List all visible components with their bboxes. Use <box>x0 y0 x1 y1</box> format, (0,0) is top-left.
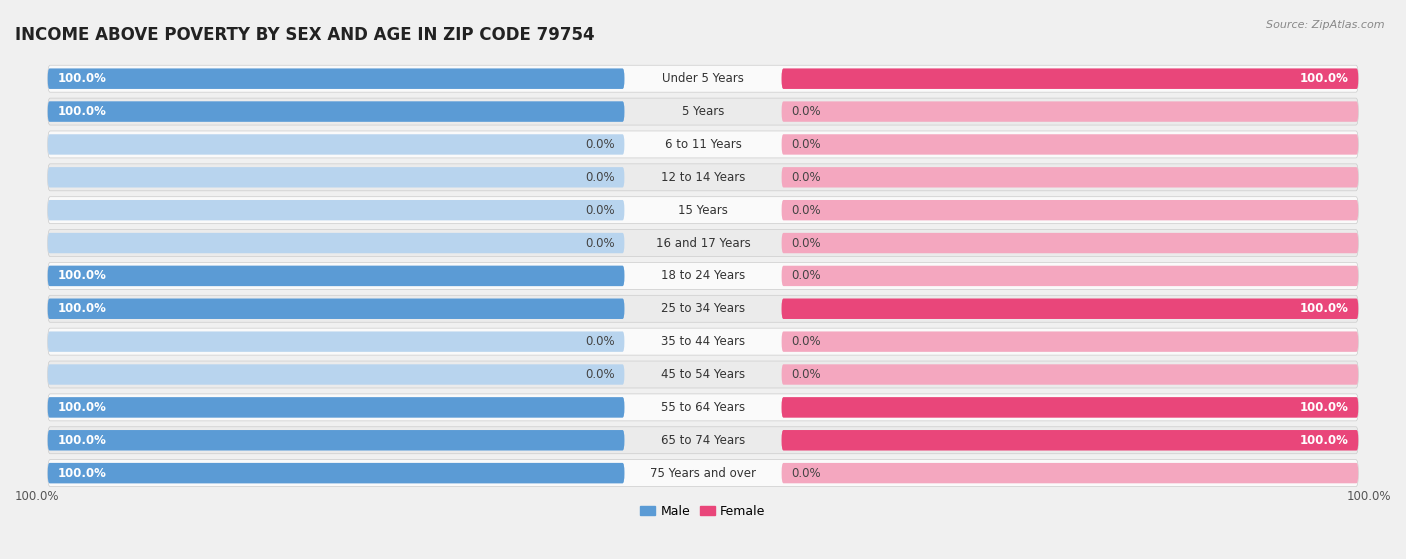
Text: 75 Years and over: 75 Years and over <box>650 467 756 480</box>
FancyBboxPatch shape <box>48 459 1358 486</box>
Text: 0.0%: 0.0% <box>792 335 821 348</box>
FancyBboxPatch shape <box>782 134 1358 155</box>
FancyBboxPatch shape <box>48 430 624 451</box>
FancyBboxPatch shape <box>48 430 624 451</box>
FancyBboxPatch shape <box>48 101 624 122</box>
FancyBboxPatch shape <box>48 394 1358 421</box>
FancyBboxPatch shape <box>48 299 624 319</box>
FancyBboxPatch shape <box>782 266 1358 286</box>
FancyBboxPatch shape <box>48 69 624 89</box>
Text: Under 5 Years: Under 5 Years <box>662 72 744 85</box>
Text: 0.0%: 0.0% <box>585 335 614 348</box>
FancyBboxPatch shape <box>48 131 1358 158</box>
FancyBboxPatch shape <box>782 299 1358 319</box>
Text: 65 to 74 Years: 65 to 74 Years <box>661 434 745 447</box>
Text: 100.0%: 100.0% <box>58 269 107 282</box>
FancyBboxPatch shape <box>48 101 624 122</box>
Text: 100.0%: 100.0% <box>58 401 107 414</box>
FancyBboxPatch shape <box>48 233 624 253</box>
FancyBboxPatch shape <box>48 134 624 155</box>
FancyBboxPatch shape <box>48 230 1358 257</box>
Text: 0.0%: 0.0% <box>585 236 614 249</box>
FancyBboxPatch shape <box>48 266 624 286</box>
Text: 0.0%: 0.0% <box>792 269 821 282</box>
FancyBboxPatch shape <box>782 69 1358 89</box>
FancyBboxPatch shape <box>48 427 1358 454</box>
Text: 100.0%: 100.0% <box>58 467 107 480</box>
FancyBboxPatch shape <box>782 233 1358 253</box>
Text: 0.0%: 0.0% <box>792 203 821 217</box>
Text: 0.0%: 0.0% <box>792 368 821 381</box>
FancyBboxPatch shape <box>782 463 1358 484</box>
FancyBboxPatch shape <box>48 69 624 89</box>
Text: 100.0%: 100.0% <box>1299 401 1348 414</box>
FancyBboxPatch shape <box>48 295 1358 322</box>
Text: 5 Years: 5 Years <box>682 105 724 118</box>
Text: 0.0%: 0.0% <box>792 138 821 151</box>
FancyBboxPatch shape <box>48 397 624 418</box>
Text: 55 to 64 Years: 55 to 64 Years <box>661 401 745 414</box>
Text: 35 to 44 Years: 35 to 44 Years <box>661 335 745 348</box>
FancyBboxPatch shape <box>48 299 624 319</box>
FancyBboxPatch shape <box>782 200 1358 220</box>
Text: 100.0%: 100.0% <box>58 302 107 315</box>
FancyBboxPatch shape <box>48 397 624 418</box>
Legend: Male, Female: Male, Female <box>636 500 770 523</box>
Text: 0.0%: 0.0% <box>585 368 614 381</box>
Text: 0.0%: 0.0% <box>792 105 821 118</box>
FancyBboxPatch shape <box>48 98 1358 125</box>
Text: 100.0%: 100.0% <box>15 490 59 503</box>
FancyBboxPatch shape <box>48 331 624 352</box>
Text: 16 and 17 Years: 16 and 17 Years <box>655 236 751 249</box>
FancyBboxPatch shape <box>782 430 1358 451</box>
Text: 15 Years: 15 Years <box>678 203 728 217</box>
FancyBboxPatch shape <box>48 328 1358 355</box>
Text: 25 to 34 Years: 25 to 34 Years <box>661 302 745 315</box>
Text: 100.0%: 100.0% <box>58 105 107 118</box>
FancyBboxPatch shape <box>782 101 1358 122</box>
Text: 100.0%: 100.0% <box>58 434 107 447</box>
Text: 0.0%: 0.0% <box>585 138 614 151</box>
Text: 0.0%: 0.0% <box>792 171 821 184</box>
FancyBboxPatch shape <box>48 200 624 220</box>
FancyBboxPatch shape <box>48 197 1358 224</box>
FancyBboxPatch shape <box>782 167 1358 187</box>
FancyBboxPatch shape <box>782 397 1358 418</box>
Text: 100.0%: 100.0% <box>1299 434 1348 447</box>
Text: 100.0%: 100.0% <box>58 72 107 85</box>
Text: INCOME ABOVE POVERTY BY SEX AND AGE IN ZIP CODE 79754: INCOME ABOVE POVERTY BY SEX AND AGE IN Z… <box>15 26 595 44</box>
FancyBboxPatch shape <box>782 430 1358 451</box>
Text: 0.0%: 0.0% <box>792 236 821 249</box>
Text: 12 to 14 Years: 12 to 14 Years <box>661 171 745 184</box>
FancyBboxPatch shape <box>48 167 624 187</box>
Text: 18 to 24 Years: 18 to 24 Years <box>661 269 745 282</box>
FancyBboxPatch shape <box>782 299 1358 319</box>
FancyBboxPatch shape <box>48 266 624 286</box>
Text: Source: ZipAtlas.com: Source: ZipAtlas.com <box>1267 20 1385 30</box>
FancyBboxPatch shape <box>782 364 1358 385</box>
Text: 100.0%: 100.0% <box>1299 72 1348 85</box>
Text: 0.0%: 0.0% <box>585 203 614 217</box>
FancyBboxPatch shape <box>48 262 1358 290</box>
Text: 45 to 54 Years: 45 to 54 Years <box>661 368 745 381</box>
FancyBboxPatch shape <box>48 361 1358 388</box>
Text: 0.0%: 0.0% <box>585 171 614 184</box>
FancyBboxPatch shape <box>48 364 624 385</box>
Text: 100.0%: 100.0% <box>1347 490 1391 503</box>
FancyBboxPatch shape <box>48 65 1358 92</box>
FancyBboxPatch shape <box>782 397 1358 418</box>
Text: 6 to 11 Years: 6 to 11 Years <box>665 138 741 151</box>
FancyBboxPatch shape <box>48 164 1358 191</box>
Text: 0.0%: 0.0% <box>792 467 821 480</box>
FancyBboxPatch shape <box>782 331 1358 352</box>
FancyBboxPatch shape <box>48 463 624 484</box>
FancyBboxPatch shape <box>48 463 624 484</box>
FancyBboxPatch shape <box>782 69 1358 89</box>
Text: 100.0%: 100.0% <box>1299 302 1348 315</box>
